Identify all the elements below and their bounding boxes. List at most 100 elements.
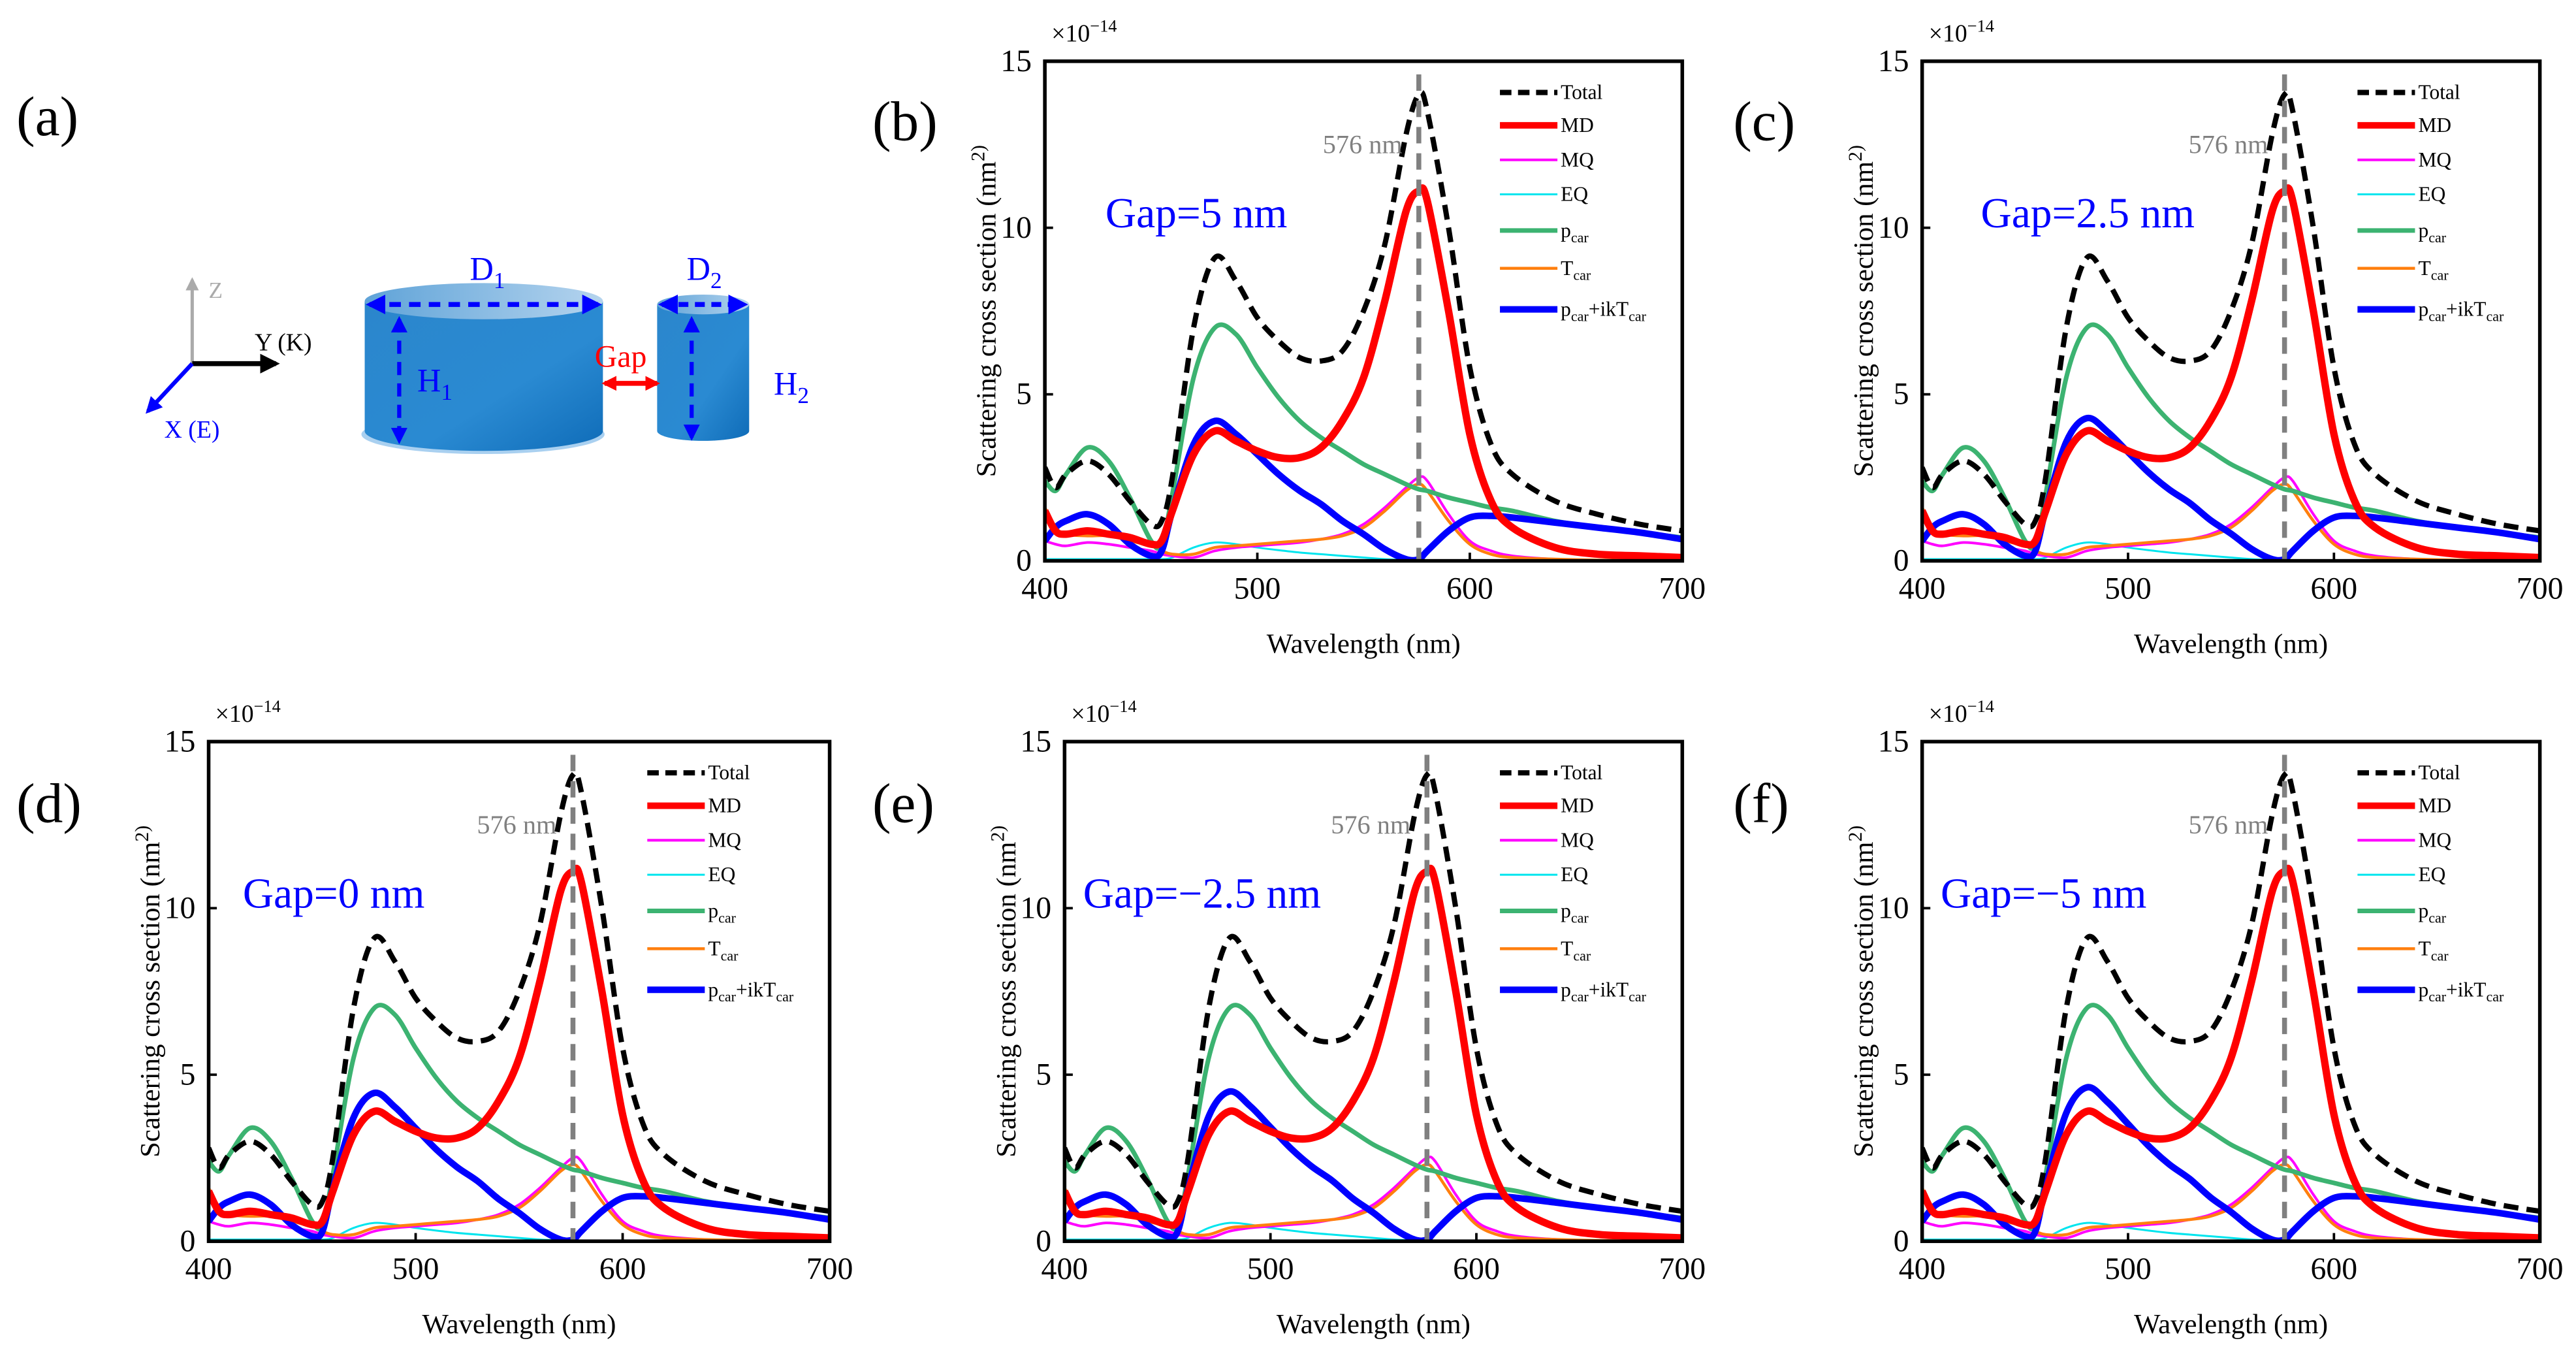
panel-label: (a) xyxy=(16,86,78,148)
series-line-md xyxy=(1045,184,1683,561)
legend-item: MD xyxy=(1500,114,1594,137)
x-tick-label: 600 xyxy=(1446,571,1493,606)
x-tick-label: 600 xyxy=(2310,1252,2357,1286)
series-line-p-car-ikt-car xyxy=(208,1089,830,1242)
panel-label: (e) xyxy=(872,773,934,835)
y-axis-title: Scattering cross section (nm2)​ xyxy=(968,145,1002,477)
x-axis-title: Wavelength (nm) xyxy=(2134,1309,2328,1340)
legend-label: MQ xyxy=(2418,828,2451,851)
d2-label: D2​ xyxy=(687,250,722,293)
x-tick-label: 400 xyxy=(185,1252,232,1286)
legend-label: MQ xyxy=(2418,148,2451,171)
legend-item: EQ xyxy=(1500,863,1588,886)
x-tick-label: 500 xyxy=(392,1252,439,1286)
y-axis-title: Scattering cross section (nm2)​ xyxy=(1845,145,1879,477)
x-tick-label: 600 xyxy=(2310,571,2357,606)
legend-label: MD xyxy=(1561,794,1594,817)
legend-item: Tcar​ xyxy=(647,937,739,963)
chart-panel: (d) 576 nm Gap=0 nm 400 500 600 700 0 5 10 15 ×10−1… xyxy=(16,696,853,1340)
y-tick-label: 10 xyxy=(1000,210,1032,245)
legend-item: pcar​ xyxy=(1500,899,1589,926)
legend-item: EQ xyxy=(2357,863,2446,886)
legend-label: pcar​ xyxy=(2418,899,2446,926)
y-axis-title: Scattering cross section (nm2)​ xyxy=(1845,826,1879,1158)
y-axis-label: Y (K) xyxy=(255,329,312,357)
panel-label: (c) xyxy=(1733,91,1795,153)
panel-label: (b) xyxy=(872,91,938,153)
y-scale-label: ×10−14​ xyxy=(215,696,281,728)
plot-area xyxy=(1922,89,2540,561)
y-tick-label: 0 xyxy=(1016,543,1032,578)
y-tick-label: 0 xyxy=(1894,543,1909,578)
legend-item: pcar​ xyxy=(2357,899,2447,926)
z-axis-label: Z xyxy=(209,278,223,303)
legend-label: MD xyxy=(708,794,741,817)
legend-label: EQ xyxy=(1561,183,1588,206)
x-axis-title: Wavelength (nm) xyxy=(2134,628,2328,659)
x-tick-label: 400 xyxy=(1041,1252,1088,1286)
legend-label: EQ xyxy=(2418,863,2445,886)
legend-label: MQ xyxy=(1561,148,1594,171)
legend-item: EQ xyxy=(647,863,736,886)
panel-label: (f) xyxy=(1733,773,1789,835)
legend-label: Total xyxy=(708,761,750,784)
series-line-total xyxy=(1045,89,1683,534)
x-tick-label: 700 xyxy=(1659,1252,1706,1286)
legend-item: Tcar​ xyxy=(1500,937,1591,963)
legend-item: Total xyxy=(647,761,750,784)
plot-frame xyxy=(1043,59,1685,563)
legend-item: pcar​ xyxy=(2357,219,2447,246)
legend-label: pcar​ xyxy=(2418,219,2446,246)
legend-label: EQ xyxy=(2418,183,2445,206)
y-tick-label: 5 xyxy=(1894,377,1909,412)
legend-item: Tcar​ xyxy=(2357,257,2449,283)
h1-label: H1​ xyxy=(417,362,453,405)
x-tick-label: 500 xyxy=(1247,1252,1294,1286)
legend-label: Tcar​ xyxy=(1561,257,1591,283)
x-tick-label: 500 xyxy=(2105,1252,2152,1286)
legend-item: MQ xyxy=(2357,148,2451,171)
legend-item: pcar​ xyxy=(647,899,737,926)
legend-item: Total xyxy=(2357,81,2460,104)
legend: Total MD MQ EQ pcar​ Tcar​ pcar​+ikTcar​ xyxy=(1500,761,1647,1005)
y-tick-label: 10 xyxy=(1878,890,1909,925)
y-tick-label: 15 xyxy=(1878,724,1909,758)
legend-label: MQ xyxy=(1561,828,1594,851)
y-tick-label: 10 xyxy=(1878,210,1909,245)
series-line-total xyxy=(1922,89,2540,534)
legend-item: MD xyxy=(2357,794,2451,817)
marker-label: 576 nm xyxy=(477,810,556,839)
legend-item: pcar​+ikTcar​ xyxy=(1500,298,1647,325)
y-tick-label: 5 xyxy=(180,1057,195,1092)
legend-label: MD xyxy=(2418,794,2451,817)
marker-label: 576 nm xyxy=(2189,810,2268,839)
legend-label: pcar​+ikTcar​ xyxy=(1561,978,1646,1005)
legend-item: pcar​+ikTcar​ xyxy=(2357,978,2504,1005)
series-line-p-car-ikt-car xyxy=(1064,1088,1683,1242)
legend-label: Total xyxy=(1561,81,1602,104)
series-line-total xyxy=(1922,769,2540,1214)
y-tick-label: 5 xyxy=(1036,1057,1051,1092)
gap-label: Gap xyxy=(595,340,647,374)
legend-item: pcar​+ikTcar​ xyxy=(1500,978,1647,1005)
chart-panel: (b) 576 nm Gap=5 nm 400 500 600 700 0 5 10 15 ×10−1… xyxy=(872,16,1706,659)
y-scale-label: ×10−14​ xyxy=(1929,16,1994,47)
plot-frame xyxy=(1920,59,2542,563)
legend-label: pcar​+ikTcar​ xyxy=(1561,298,1646,325)
legend-item: pcar​+ikTcar​ xyxy=(647,978,794,1005)
x-tick-label: 600 xyxy=(599,1252,646,1286)
legend-label: Tcar​ xyxy=(708,937,739,963)
x-tick-label: 700 xyxy=(1659,571,1706,606)
legend-item: MQ xyxy=(2357,828,2451,851)
legend-label: Total xyxy=(2418,81,2460,104)
x-tick-label: 500 xyxy=(1234,571,1281,606)
y-tick-label: 0 xyxy=(180,1223,195,1258)
legend-item: EQ xyxy=(1500,183,1588,206)
x-tick-label: 700 xyxy=(2517,571,2564,606)
legend-label: pcar​ xyxy=(1561,219,1589,246)
y-tick-label: 5 xyxy=(1016,377,1032,412)
x-axis-label: X (E) xyxy=(165,416,220,444)
legend-item: MD xyxy=(2357,114,2451,137)
legend-label: MQ xyxy=(708,828,741,851)
